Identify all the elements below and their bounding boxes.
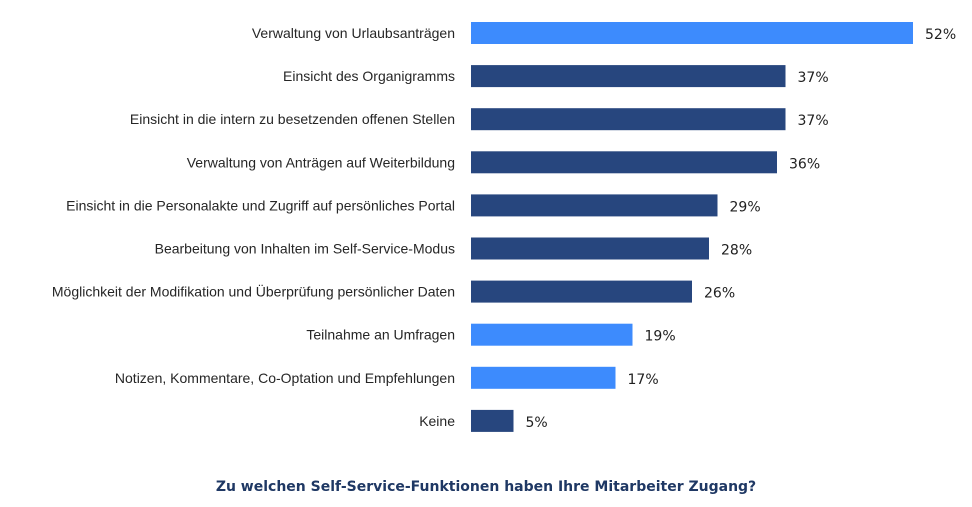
value-label: 19%: [645, 329, 676, 345]
category-label: Einsicht in die Personalakte und Zugriff…: [66, 197, 455, 213]
value-label: 29%: [730, 199, 761, 215]
value-label: 52%: [925, 27, 956, 43]
bar: [471, 366, 616, 389]
bar: [471, 22, 913, 44]
category-label: Bearbeitung von Inhalten im Self-Service…: [155, 241, 455, 257]
value-label: 37%: [798, 70, 829, 86]
bar: [471, 409, 514, 432]
bars-layer: Verwaltung von Urlaubsanträgen 52% Einsich…: [52, 22, 956, 432]
value-label: 17%: [628, 372, 659, 388]
category-label: Möglichkeit der Modifikation und Überprü…: [52, 283, 455, 300]
chart-title: Zu welchen Self-Service-Funktionen haben…: [216, 479, 756, 495]
value-label: 5%: [526, 415, 548, 431]
category-label: Einsicht des Organigramms: [283, 68, 455, 84]
bar: [471, 280, 692, 303]
bar: [471, 323, 633, 346]
bar: [471, 65, 786, 88]
bar: [471, 151, 777, 174]
value-label: 37%: [798, 113, 829, 129]
category-label: Einsicht in die intern zu besetzenden of…: [130, 111, 455, 127]
value-label: 28%: [721, 243, 752, 259]
bar: [471, 237, 709, 260]
category-label: Verwaltung von Anträgen auf Weiterbildun…: [187, 154, 455, 170]
category-label: Verwaltung von Urlaubsanträgen: [252, 25, 455, 41]
bar: [471, 108, 786, 131]
category-label: Keine: [419, 413, 455, 429]
category-label: Notizen, Kommentare, Co-Optation und Emp…: [115, 370, 455, 386]
value-label: 26%: [704, 286, 735, 302]
value-label: 36%: [789, 156, 820, 172]
category-label: Teilnahme an Umfragen: [306, 327, 455, 343]
bar: [471, 194, 718, 217]
